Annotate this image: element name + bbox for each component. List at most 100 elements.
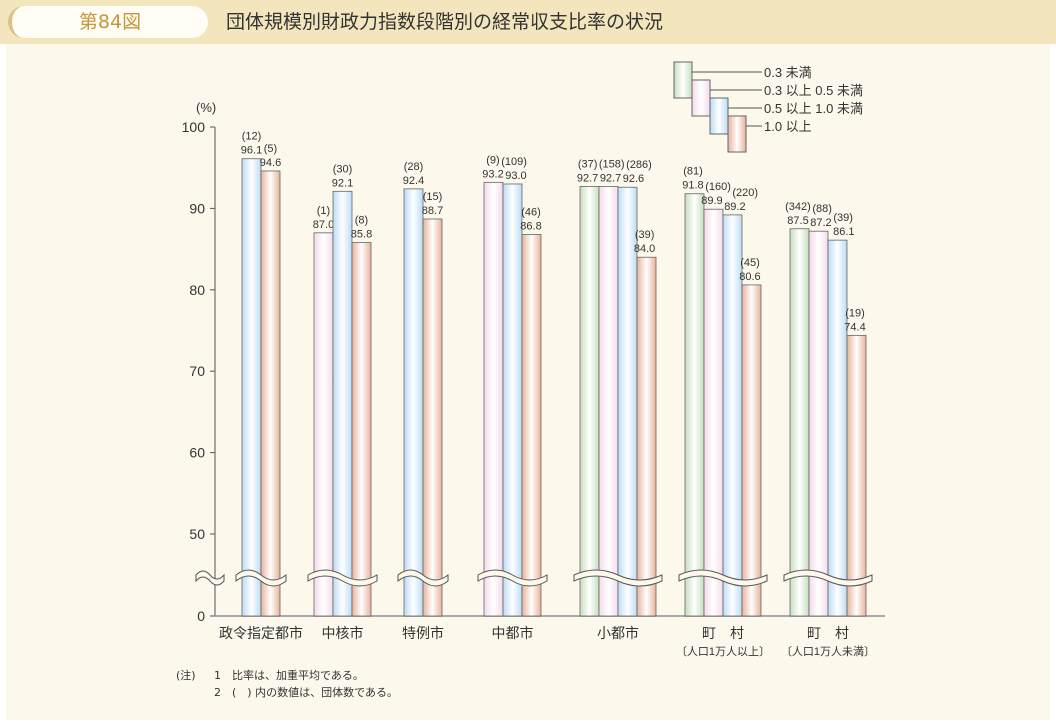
y-tick-label: 70 [189, 363, 205, 379]
bar [579, 186, 600, 617]
category-label: 中都市 [492, 625, 534, 641]
category-label: 小都市 [597, 625, 639, 641]
data-label: 74.4 [844, 321, 865, 333]
chart-title: 団体規模別財政力指数段階別の経常収支比率の状況 [226, 11, 664, 33]
count-label: (5) [264, 143, 277, 155]
count-label: (220) [732, 187, 758, 199]
legend-label: 0.3 未満 [764, 65, 812, 80]
data-label: 84.0 [634, 243, 655, 255]
y-axis-label: (%) [196, 100, 216, 115]
header-band: 第84図 団体規模別財政力指数段階別の経常収支比率の状況 [0, 0, 1056, 44]
axis-break [477, 569, 548, 587]
data-label: 96.1 [241, 145, 262, 157]
bar [403, 188, 424, 617]
bar [741, 284, 762, 617]
legend-swatch [727, 115, 747, 153]
category-sublabel: 〔人口1万人未満〕 [781, 645, 875, 658]
category-label: 町 村 [702, 625, 744, 641]
count-label: (46) [521, 206, 541, 218]
bar [241, 158, 262, 617]
data-label: 87.2 [810, 217, 831, 229]
legend-label: 0.5 以上 1.0 未満 [764, 101, 863, 116]
bar [789, 228, 810, 617]
count-label: (1) [317, 205, 330, 217]
category-label: 町 村 [807, 625, 849, 641]
y-axis-break [195, 570, 225, 586]
bar [351, 242, 372, 617]
data-label: 87.0 [313, 219, 334, 231]
legend-swatch [673, 61, 693, 99]
axis-break [678, 569, 768, 587]
category-label: 政令指定都市 [219, 625, 303, 641]
count-label: (160) [705, 181, 731, 193]
data-label: 93.2 [482, 168, 503, 180]
data-label: 94.6 [260, 157, 281, 169]
bar [332, 190, 353, 617]
count-label: (342) [785, 201, 811, 213]
bar [636, 256, 657, 617]
note-2: 2 ( ) 内の数値は、団体数である。 [214, 686, 398, 699]
data-label: 91.8 [682, 180, 703, 192]
data-label: 87.5 [787, 215, 808, 227]
note-prefix: (注) [176, 669, 196, 682]
count-label: (37) [578, 158, 598, 170]
data-label: 80.6 [739, 271, 760, 283]
count-label: (28) [404, 161, 424, 173]
bar [808, 230, 829, 617]
data-label: 93.0 [505, 170, 526, 182]
axis-break [573, 569, 663, 587]
bar [483, 181, 504, 617]
bar [260, 170, 281, 617]
bar [502, 183, 523, 617]
figure-number: 第84図 [8, 6, 208, 38]
count-label: (158) [599, 158, 625, 170]
data-label: 86.1 [833, 226, 854, 238]
y-tick-label: 90 [189, 200, 205, 216]
data-label: 85.8 [351, 229, 372, 241]
count-label: (39) [635, 229, 655, 241]
axis-break [397, 569, 449, 587]
bar [313, 232, 334, 617]
category-label: 中核市 [322, 625, 364, 641]
count-label: (30) [333, 163, 353, 175]
data-label: 92.7 [600, 172, 621, 184]
note-1: 1 比率は、加重平均である。 [214, 669, 364, 682]
y-tick-label: 100 [182, 119, 206, 135]
data-label: 92.1 [332, 177, 353, 189]
axis-break [235, 569, 287, 587]
legend-label: 0.3 以上 0.5 未満 [764, 83, 863, 98]
category-sublabel: 〔人口1万人以上〕 [676, 645, 770, 658]
count-label: (88) [812, 203, 832, 215]
count-label: (19) [845, 307, 865, 319]
count-label: (8) [355, 215, 368, 227]
count-label: (45) [740, 257, 760, 269]
count-label: (109) [501, 156, 527, 168]
bar [598, 186, 619, 617]
count-label: (81) [683, 166, 703, 178]
count-label: (286) [626, 159, 652, 171]
bar [521, 234, 542, 617]
axis-break [307, 569, 378, 587]
y-tick-label: 80 [189, 282, 205, 298]
category-label: 特例市 [402, 625, 444, 641]
bar [846, 334, 867, 617]
legend-label: 1.0 以上 [764, 119, 812, 134]
data-label: 89.9 [701, 195, 722, 207]
y-tick-label: 0 [197, 608, 205, 624]
legend-swatch [709, 97, 729, 135]
y-tick-label: 60 [189, 445, 205, 461]
bar [422, 218, 443, 617]
data-label: 92.7 [577, 172, 598, 184]
bar [827, 239, 848, 617]
count-label: (9) [486, 154, 499, 166]
data-label: 92.6 [623, 173, 644, 185]
bar [684, 193, 705, 617]
axis-break [783, 569, 873, 587]
legend-swatch [691, 79, 711, 117]
count-label: (12) [242, 131, 262, 143]
data-label: 86.8 [520, 220, 541, 232]
y-tick-label: 50 [189, 526, 205, 542]
data-label: 89.2 [724, 201, 745, 213]
count-label: (39) [833, 212, 853, 224]
